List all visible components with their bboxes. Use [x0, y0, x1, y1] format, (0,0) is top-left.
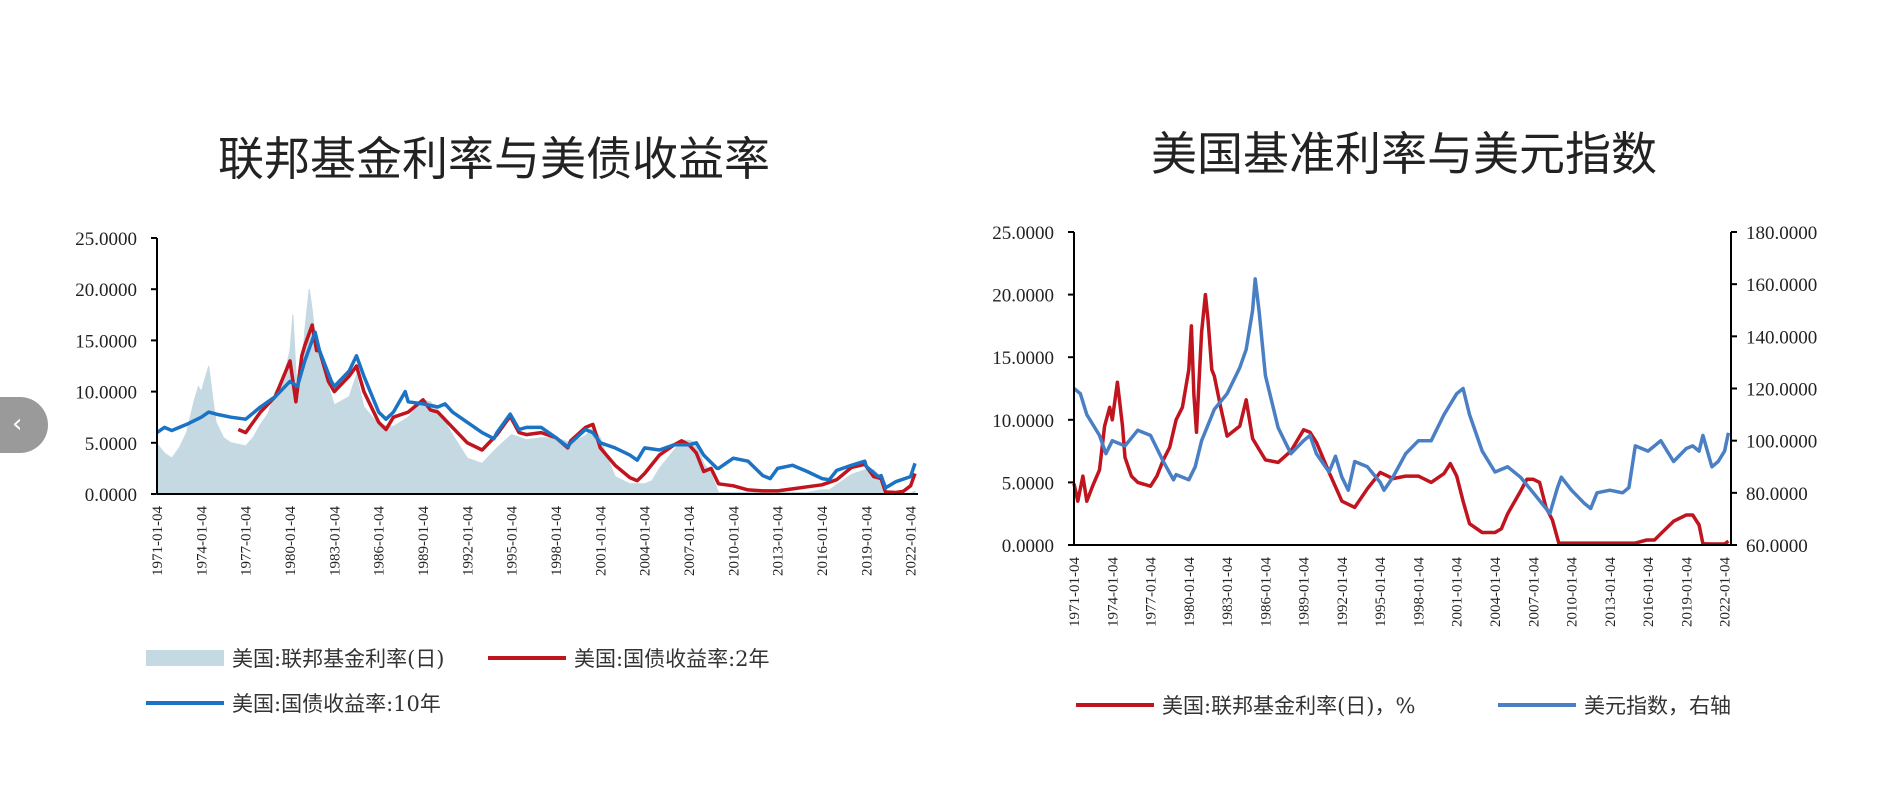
chart-1-area-series	[156, 289, 916, 495]
y-tick-label: 15.0000	[992, 348, 1054, 369]
y-tick-label: 25.0000	[992, 223, 1054, 244]
y-right-tick-label: 60.0000	[1746, 536, 1808, 557]
series-line-2-0	[1072, 292, 1730, 546]
x-tick-label: 1983-01-04	[1220, 557, 1236, 627]
x-tick-label: 2022-01-04	[904, 506, 920, 576]
x-tick-label: 2001-01-04	[1450, 557, 1466, 627]
x-tick-label: 2019-01-04	[859, 506, 875, 576]
x-tick-label: 2004-01-04	[638, 506, 654, 576]
x-tick-label: 2016-01-04	[1641, 557, 1657, 627]
x-tick-label: 1992-01-04	[1335, 557, 1351, 627]
legend-swatch-fed-funds	[146, 650, 224, 666]
legend-item-10y-yield: 美国:国债收益率:10年	[146, 692, 441, 716]
y-right-tick-label: 160.0000	[1746, 275, 1817, 296]
chart-1-y-axis: 25.0000 20.0000 15.0000 10.0000 5.0000 0.0000	[75, 229, 157, 506]
carousel-prev-button[interactable]: ‹	[0, 397, 48, 453]
chart-rates-yields: 联邦基金利率与美债收益率 25.0000 20.0000 15.0000 10.000…	[75, 132, 919, 716]
chart-1-title: 联邦基金利率与美债收益率	[218, 132, 770, 186]
y-tick-label: 0.0000	[85, 485, 137, 506]
x-tick-label: 1986-01-04	[372, 506, 388, 576]
x-tick-label: 1980-01-04	[283, 506, 299, 576]
y-tick-label: 25.0000	[75, 229, 137, 250]
chart-2-y-axis-left: 25.0000 20.0000 15.0000 10.0000 5.0000 0.0000	[992, 223, 1074, 557]
y-tick-label: 20.0000	[75, 280, 137, 301]
y-tick-label: 0.0000	[1002, 536, 1054, 557]
y-right-tick-label: 140.0000	[1746, 327, 1817, 348]
chart-2-line-series	[1072, 277, 1731, 546]
series-line-2-1	[1072, 277, 1731, 516]
x-tick-label: 2013-01-04	[1603, 557, 1619, 627]
chart-1-line-series	[155, 323, 917, 495]
legend-label-fed-funds: 美国:联邦基金利率(日)	[232, 647, 444, 671]
legend-label-2y-yield: 美国:国债收益率:2年	[574, 647, 770, 671]
legend-label-dollar-index: 美元指数，右轴	[1584, 694, 1731, 718]
x-tick-label: 1974-01-04	[1105, 557, 1121, 627]
legend-item-fed-funds-pct: 美国:联邦基金利率(日)，%	[1076, 694, 1415, 718]
x-tick-label: 1992-01-04	[460, 506, 476, 576]
y-tick-label: 5.0000	[85, 434, 137, 455]
x-tick-label: 2007-01-04	[1526, 557, 1542, 627]
x-tick-label: 1986-01-04	[1258, 557, 1274, 627]
chart-1-x-axis: 1971-01-04 1974-01-04 1977-01-04 1980-01-04…	[150, 506, 920, 576]
y-right-tick-label: 180.0000	[1746, 223, 1817, 244]
chart-2-x-axis: 1971-01-04 1974-01-04 1977-01-04 1980-01-04…	[1067, 557, 1734, 627]
x-tick-label: 2001-01-04	[593, 506, 609, 576]
chart-2-title: 美国基准利率与美元指数	[1151, 127, 1657, 181]
legend-label-10y-yield: 美国:国债收益率:10年	[232, 692, 441, 716]
legend-label-fed-funds-pct: 美国:联邦基金利率(日)，%	[1162, 694, 1415, 718]
x-tick-label: 2007-01-04	[682, 506, 698, 576]
x-tick-label: 1971-01-04	[150, 506, 166, 576]
x-tick-label: 1998-01-04	[1411, 557, 1427, 627]
y-right-tick-label: 80.0000	[1746, 484, 1808, 505]
chart-1-legend: 美国:联邦基金利率(日) 美国:国债收益率:2年 美国:国债收益率:10年	[146, 647, 770, 716]
x-tick-label: 1989-01-04	[416, 506, 432, 576]
legend-item-fed-funds: 美国:联邦基金利率(日)	[146, 647, 444, 671]
x-tick-label: 1995-01-04	[505, 506, 521, 576]
x-tick-label: 1974-01-04	[194, 506, 210, 576]
y-right-tick-label: 100.0000	[1746, 432, 1817, 453]
y-tick-label: 15.0000	[75, 331, 137, 352]
x-tick-label: 2010-01-04	[726, 506, 742, 576]
y-tick-label: 20.0000	[992, 286, 1054, 307]
x-tick-label: 1989-01-04	[1297, 557, 1313, 627]
x-tick-label: 1977-01-04	[1144, 557, 1160, 627]
x-tick-label: 1977-01-04	[239, 506, 255, 576]
x-tick-label: 2004-01-04	[1488, 557, 1504, 627]
x-tick-label: 1998-01-04	[549, 506, 565, 576]
x-tick-label: 1983-01-04	[327, 506, 343, 576]
x-tick-label: 2010-01-04	[1565, 557, 1581, 627]
chevron-left-icon: ‹	[12, 409, 23, 439]
y-right-tick-label: 120.0000	[1746, 380, 1817, 401]
x-tick-label: 1980-01-04	[1182, 557, 1198, 627]
series-line-1-2	[155, 330, 917, 490]
chart-2-legend: 美国:联邦基金利率(日)，% 美元指数，右轴	[1076, 694, 1731, 718]
legend-item-dollar-index: 美元指数，右轴	[1498, 694, 1731, 718]
legend-item-2y-yield: 美国:国债收益率:2年	[488, 647, 770, 671]
series-area-fed-funds	[156, 289, 916, 495]
x-tick-label: 1995-01-04	[1373, 557, 1389, 627]
chart-2-y-axis-right: 180.0000 160.0000 140.0000 120.0000 100.0000…	[1731, 223, 1817, 557]
y-tick-label: 10.0000	[992, 411, 1054, 432]
y-tick-label: 10.0000	[75, 383, 137, 404]
x-tick-label: 2019-01-04	[1679, 557, 1695, 627]
x-tick-label: 2016-01-04	[815, 506, 831, 576]
chart-rate-dollar-index: 美国基准利率与美元指数 25.0000 20.0000 15.0000 10.0000…	[992, 127, 1817, 718]
x-tick-label: 1971-01-04	[1067, 557, 1083, 627]
x-tick-label: 2022-01-04	[1718, 557, 1734, 627]
x-tick-label: 2013-01-04	[771, 506, 787, 576]
y-tick-label: 5.0000	[1002, 473, 1054, 494]
